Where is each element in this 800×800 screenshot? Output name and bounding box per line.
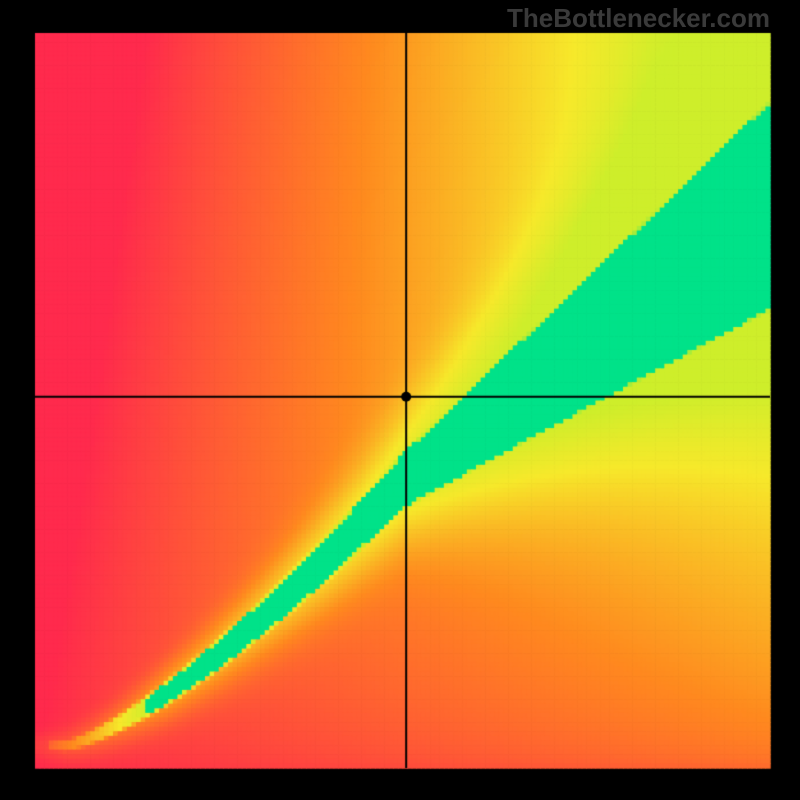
chart-container: TheBottlenecker.com — [0, 0, 800, 800]
watermark-text: TheBottlenecker.com — [507, 3, 770, 34]
heatmap-canvas — [0, 0, 800, 800]
